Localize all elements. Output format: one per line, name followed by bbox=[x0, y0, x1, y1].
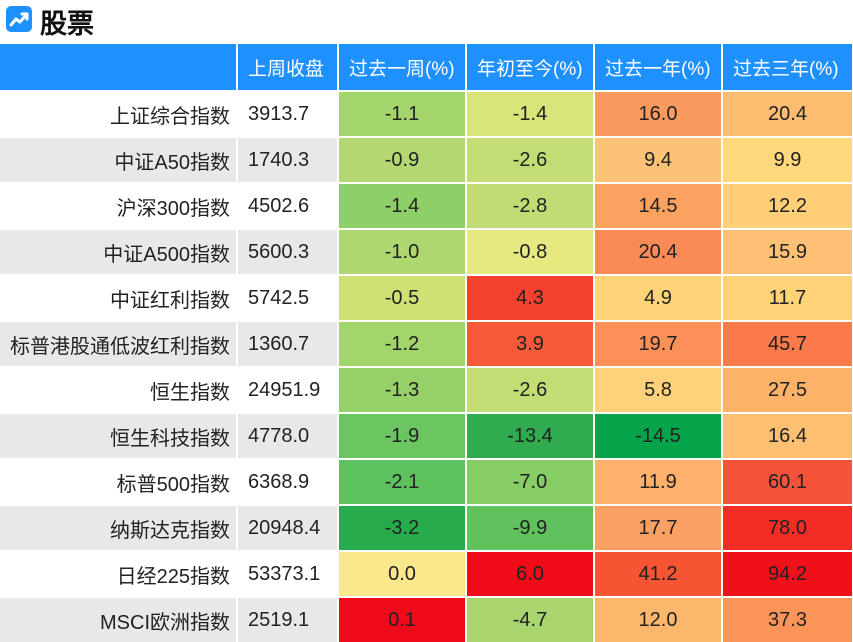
page-title: 股票 bbox=[40, 9, 94, 40]
table-row: 中证红利指数 5742.5 -0.5 4.3 4.9 11.7 bbox=[0, 274, 853, 321]
last-week-close: 1360.7 bbox=[237, 320, 339, 367]
ytd-change: -2.8 bbox=[466, 182, 595, 229]
ytd-change: -7.0 bbox=[466, 458, 595, 505]
ytd-change: 4.3 bbox=[466, 274, 595, 321]
ytd-change: -2.6 bbox=[466, 366, 595, 413]
table-row: 恒生科技指数 4778.0 -1.9 -13.4 -14.5 16.4 bbox=[0, 412, 853, 459]
index-name: 恒生科技指数 bbox=[0, 412, 238, 459]
past-week-change: -2.1 bbox=[338, 458, 467, 505]
past-year-change: 11.9 bbox=[594, 458, 723, 505]
index-name: 日经225指数 bbox=[0, 550, 238, 597]
ytd-change: -13.4 bbox=[466, 412, 595, 459]
past-3y-change: 16.4 bbox=[722, 412, 853, 459]
past-week-change: -1.2 bbox=[338, 320, 467, 367]
index-name: 上证综合指数 bbox=[0, 90, 238, 137]
past-3y-change: 94.2 bbox=[722, 550, 853, 597]
last-week-close: 3913.7 bbox=[237, 90, 339, 137]
column-header-name bbox=[0, 44, 238, 91]
index-name: MSCI欧洲指数 bbox=[0, 596, 238, 642]
chart-trend-icon bbox=[6, 6, 32, 32]
past-year-change: 9.4 bbox=[594, 136, 723, 183]
table-row: 中证A50指数 1740.3 -0.9 -2.6 9.4 9.9 bbox=[0, 136, 853, 183]
index-name: 中证A500指数 bbox=[0, 228, 238, 275]
ytd-change: -9.9 bbox=[466, 504, 595, 551]
past-week-change: -1.3 bbox=[338, 366, 467, 413]
past-year-change: 5.8 bbox=[594, 366, 723, 413]
table-row: 日经225指数 53373.1 0.0 6.0 41.2 94.2 bbox=[0, 550, 853, 597]
index-name: 中证红利指数 bbox=[0, 274, 238, 321]
past-week-change: -1.1 bbox=[338, 90, 467, 137]
past-3y-change: 45.7 bbox=[722, 320, 853, 367]
past-year-change: 14.5 bbox=[594, 182, 723, 229]
past-week-change: -0.5 bbox=[338, 274, 467, 321]
last-week-close: 6368.9 bbox=[237, 458, 339, 505]
header-row: 上周收盘 过去一周(%) 年初至今(%) 过去一年(%) 过去三年(%) bbox=[0, 44, 853, 91]
ytd-change: -2.6 bbox=[466, 136, 595, 183]
last-week-close: 2519.1 bbox=[237, 596, 339, 642]
past-3y-change: 20.4 bbox=[722, 90, 853, 137]
column-header-close: 上周收盘 bbox=[237, 44, 339, 91]
ytd-change: -0.8 bbox=[466, 228, 595, 275]
ytd-change: 3.9 bbox=[466, 320, 595, 367]
past-week-change: 0.0 bbox=[338, 550, 467, 597]
table-row: 标普港股通低波红利指数 1360.7 -1.2 3.9 19.7 45.7 bbox=[0, 320, 853, 367]
table-row: 标普500指数 6368.9 -2.1 -7.0 11.9 60.1 bbox=[0, 458, 853, 505]
past-year-change: 17.7 bbox=[594, 504, 723, 551]
past-week-change: 0.1 bbox=[338, 596, 467, 642]
past-year-change: 19.7 bbox=[594, 320, 723, 367]
past-year-change: 20.4 bbox=[594, 228, 723, 275]
column-header-ytd: 年初至今(%) bbox=[466, 44, 595, 91]
column-header-week: 过去一周(%) bbox=[338, 44, 467, 91]
table-row: 沪深300指数 4502.6 -1.4 -2.8 14.5 12.2 bbox=[0, 182, 853, 229]
past-3y-change: 12.2 bbox=[722, 182, 853, 229]
table-row: MSCI欧洲指数 2519.1 0.1 -4.7 12.0 37.3 bbox=[0, 596, 853, 642]
past-year-change: 16.0 bbox=[594, 90, 723, 137]
index-name: 标普港股通低波红利指数 bbox=[0, 320, 238, 367]
past-3y-change: 37.3 bbox=[722, 596, 853, 642]
column-header-1y: 过去一年(%) bbox=[594, 44, 723, 91]
past-3y-change: 11.7 bbox=[722, 274, 853, 321]
past-week-change: -1.9 bbox=[338, 412, 467, 459]
past-week-change: -1.0 bbox=[338, 228, 467, 275]
ytd-change: 6.0 bbox=[466, 550, 595, 597]
past-year-change: 4.9 bbox=[594, 274, 723, 321]
title-bar: 股票 bbox=[0, 0, 853, 44]
ytd-change: -1.4 bbox=[466, 90, 595, 137]
past-3y-change: 9.9 bbox=[722, 136, 853, 183]
index-name: 纳斯达克指数 bbox=[0, 504, 238, 551]
ytd-change: -4.7 bbox=[466, 596, 595, 642]
past-week-change: -0.9 bbox=[338, 136, 467, 183]
table-row: 恒生指数 24951.9 -1.3 -2.6 5.8 27.5 bbox=[0, 366, 853, 413]
last-week-close: 24951.9 bbox=[237, 366, 339, 413]
past-week-change: -1.4 bbox=[338, 182, 467, 229]
past-3y-change: 15.9 bbox=[722, 228, 853, 275]
past-year-change: 41.2 bbox=[594, 550, 723, 597]
index-name: 恒生指数 bbox=[0, 366, 238, 413]
table-row: 中证A500指数 5600.3 -1.0 -0.8 20.4 15.9 bbox=[0, 228, 853, 275]
table-body: 上证综合指数 3913.7 -1.1 -1.4 16.0 20.4 中证A50指数 1740.… bbox=[0, 90, 853, 642]
column-header-3y: 过去三年(%) bbox=[722, 44, 853, 91]
past-year-change: -14.5 bbox=[594, 412, 723, 459]
last-week-close: 5742.5 bbox=[237, 274, 339, 321]
past-3y-change: 27.5 bbox=[722, 366, 853, 413]
index-name: 沪深300指数 bbox=[0, 182, 238, 229]
table-row: 纳斯达克指数 20948.4 -3.2 -9.9 17.7 78.0 bbox=[0, 504, 853, 551]
last-week-close: 4778.0 bbox=[237, 412, 339, 459]
past-3y-change: 78.0 bbox=[722, 504, 853, 551]
table-row: 上证综合指数 3913.7 -1.1 -1.4 16.0 20.4 bbox=[0, 90, 853, 137]
past-week-change: -3.2 bbox=[338, 504, 467, 551]
index-name: 标普500指数 bbox=[0, 458, 238, 505]
last-week-close: 20948.4 bbox=[237, 504, 339, 551]
last-week-close: 1740.3 bbox=[237, 136, 339, 183]
past-3y-change: 60.1 bbox=[722, 458, 853, 505]
index-name: 中证A50指数 bbox=[0, 136, 238, 183]
stock-index-table: 上周收盘 过去一周(%) 年初至今(%) 过去一年(%) 过去三年(%) 上证综… bbox=[0, 44, 853, 642]
last-week-close: 53373.1 bbox=[237, 550, 339, 597]
last-week-close: 5600.3 bbox=[237, 228, 339, 275]
past-year-change: 12.0 bbox=[594, 596, 723, 642]
last-week-close: 4502.6 bbox=[237, 182, 339, 229]
